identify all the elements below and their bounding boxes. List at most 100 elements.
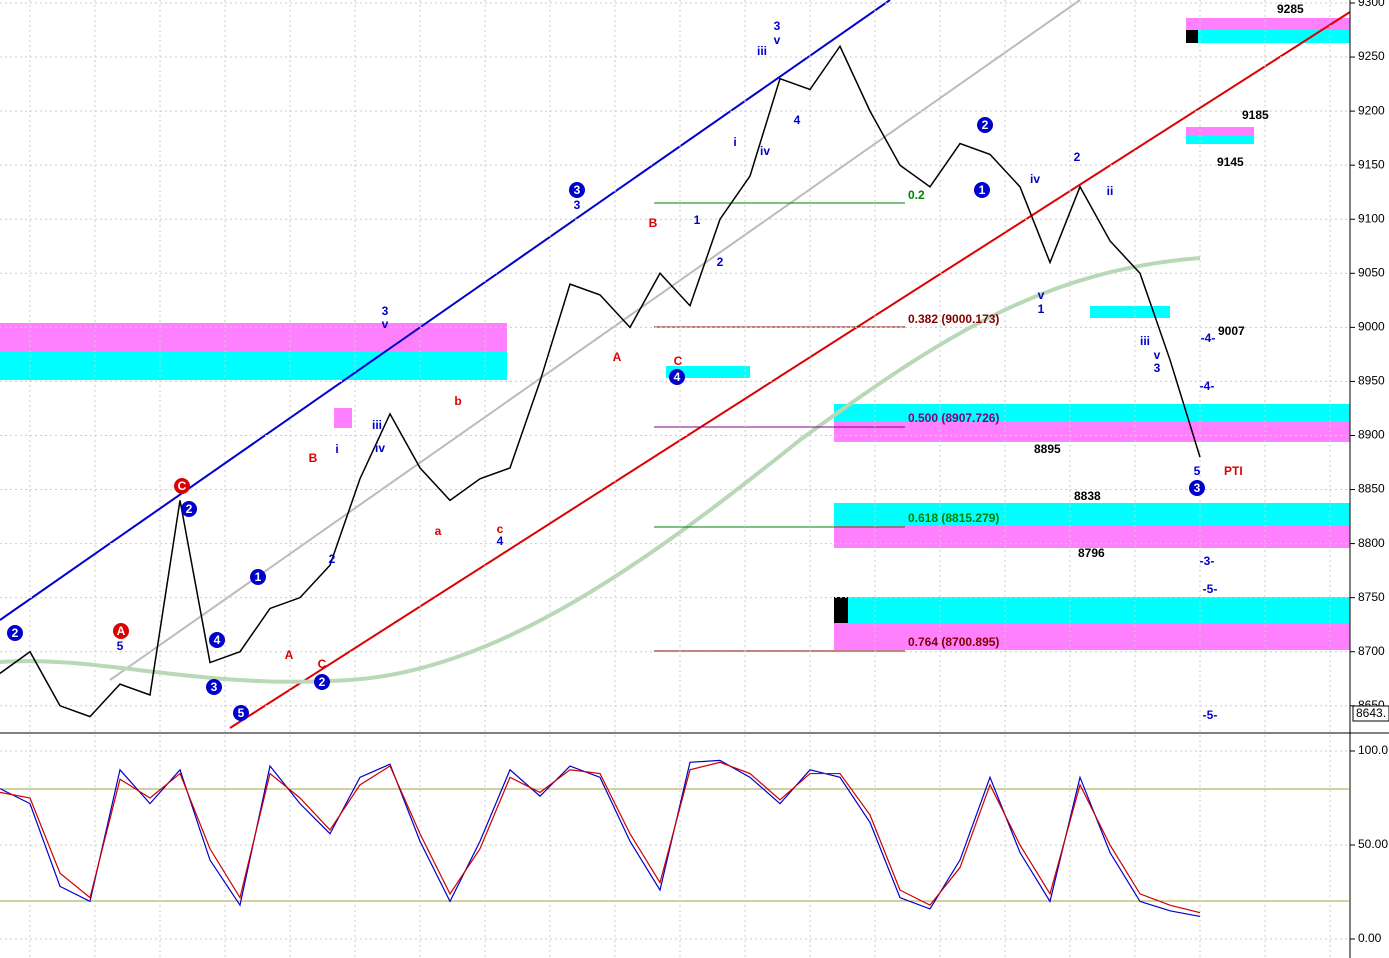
channel-line <box>229 11 1351 729</box>
wave-label: -4- <box>1201 331 1216 345</box>
wave-label: i <box>335 442 338 456</box>
zone <box>0 352 507 380</box>
circled-label: 2 <box>12 626 19 640</box>
wave-label: v <box>1154 348 1161 362</box>
wave-circle <box>209 632 225 648</box>
zone <box>834 525 1350 548</box>
series-line <box>0 761 1201 914</box>
price-label: 8838 <box>1074 489 1101 503</box>
wave-label: -5- <box>1203 582 1218 596</box>
circled-label: 4 <box>674 370 681 384</box>
price-label: 8895 <box>1034 442 1061 456</box>
wave-circle <box>1189 480 1205 496</box>
wave-label: b <box>454 394 461 408</box>
circled-label: 3 <box>574 183 581 197</box>
wave-label: -3- <box>1200 554 1215 568</box>
wave-label: 3 <box>774 19 781 33</box>
channel-line <box>0 0 891 621</box>
wave-circle <box>974 182 990 198</box>
wave-circle <box>181 501 197 517</box>
wave-circle <box>113 623 129 639</box>
zone <box>1186 127 1254 135</box>
channel-line <box>109 0 1081 681</box>
wave-label: B <box>309 451 318 465</box>
wave-label: a <box>435 524 442 538</box>
price-label: 9007 <box>1218 324 1245 338</box>
zone <box>1186 30 1350 43</box>
last-price-box <box>1352 705 1389 722</box>
wave-label: 3 <box>1154 361 1161 375</box>
wave-label: C <box>674 354 683 368</box>
wave-label: A <box>613 350 622 364</box>
circled-label: 2 <box>982 118 989 132</box>
wave-label: A <box>285 648 294 662</box>
price-label: 9145 <box>1217 155 1244 169</box>
zone <box>1186 18 1350 30</box>
y-tick-label: 8900 <box>1358 428 1385 442</box>
fib-label: 0.500 (8907.726) <box>908 411 999 425</box>
zone <box>834 597 1350 623</box>
wave-circle <box>314 674 330 690</box>
wave-label: 1 <box>694 213 701 227</box>
circled-label: 2 <box>319 675 326 689</box>
price-label: PTI <box>1224 464 1243 478</box>
wave-label: 2 <box>717 255 724 269</box>
wave-circle <box>250 569 266 585</box>
y-tick-label: 8750 <box>1358 590 1385 604</box>
wave-label: v <box>382 317 389 331</box>
wave-label: iv <box>760 144 770 158</box>
wave-label: c <box>497 522 504 536</box>
wave-label: 3 <box>382 304 389 318</box>
wave-label: iv <box>375 441 385 455</box>
wave-label: iv <box>1030 172 1040 186</box>
y-tick-label: 8950 <box>1358 374 1385 388</box>
zone-marker <box>834 597 848 623</box>
zone <box>834 623 1350 650</box>
circled-label: 3 <box>1194 481 1201 495</box>
y-tick-label: 9300 <box>1358 0 1385 9</box>
wave-label: -4- <box>1200 379 1215 393</box>
price-label: 8796 <box>1078 546 1105 560</box>
price-label: 9185 <box>1242 108 1269 122</box>
fib-label: 0.618 (8815.279) <box>908 511 999 525</box>
y-tick-label: 8700 <box>1358 644 1385 658</box>
wave-label: iii <box>372 418 382 432</box>
wave-label: 3 <box>574 198 581 212</box>
y-tick-label: 8800 <box>1358 536 1385 550</box>
zone <box>1186 135 1254 144</box>
fib-label: 0.2 <box>908 188 925 202</box>
wave-label: 4 <box>497 534 504 548</box>
wave-label: i <box>733 135 736 149</box>
wave-circle <box>206 679 222 695</box>
wave-label: 5 <box>117 639 124 653</box>
y-tick-label: 9100 <box>1358 211 1385 225</box>
fib-label: 0.382 (9000.173) <box>908 312 999 326</box>
wave-label: 5 <box>1194 464 1201 478</box>
zone <box>834 503 1350 525</box>
wave-label: iii <box>1140 334 1150 348</box>
y-tick-label: 9050 <box>1358 265 1385 279</box>
zone <box>834 422 1350 442</box>
wave-label: C <box>318 657 327 671</box>
zone <box>1090 306 1170 318</box>
y-tick-label: 100.0 <box>1358 743 1388 757</box>
wave-label: 2 <box>329 552 336 566</box>
y-tick-label: 8850 <box>1358 482 1385 496</box>
zones <box>0 18 1350 650</box>
zone <box>666 366 750 378</box>
series-line <box>0 759 1201 918</box>
wave-label: B <box>649 216 658 230</box>
circled-label: 5 <box>238 706 245 720</box>
zone-marker <box>1186 30 1198 43</box>
price-label: 9285 <box>1277 2 1304 16</box>
wave-label: 1 <box>1038 302 1045 316</box>
circled-label: 4 <box>214 633 221 647</box>
wave-label: -5- <box>1203 708 1218 722</box>
wave-circle <box>977 117 993 133</box>
wave-circle <box>174 478 190 494</box>
fib-label: 0.764 (8700.895) <box>908 635 999 649</box>
y-tick-label: 9250 <box>1358 49 1385 63</box>
y-tick-label: 9150 <box>1358 157 1385 171</box>
zone <box>834 404 1350 422</box>
